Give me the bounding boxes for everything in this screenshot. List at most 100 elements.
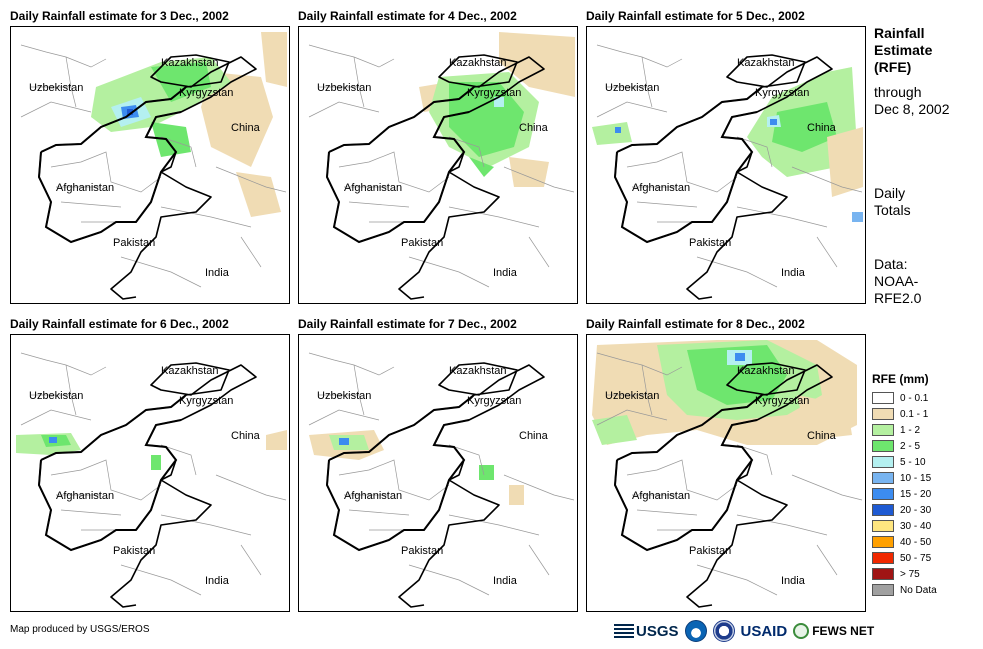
map-label-afghanistan: Afghanistan: [632, 490, 691, 502]
map-label-kyrgyzstan: Kyrgyzstan: [755, 87, 810, 99]
map-label-china: China: [807, 122, 836, 134]
rain-area: [449, 82, 524, 157]
map-frame: Kazakhstan Uzbekistan Kyrgyzstan China Afgha…: [586, 334, 866, 612]
side-title-line: Rainfall: [874, 25, 925, 41]
map-label-pakistan: Pakistan: [401, 545, 444, 557]
rain-area: [494, 97, 504, 107]
afghanistan-border: [613, 86, 763, 244]
map-credit: Map produced by USGS/EROS: [10, 624, 150, 635]
legend-swatch: [872, 392, 894, 404]
map-label-china: China: [519, 430, 548, 442]
map-label-kazakhstan: Kazakhstan: [737, 57, 795, 69]
district-lines: [626, 136, 773, 223]
legend-item: No Data: [872, 582, 937, 598]
rain-area: [339, 438, 349, 445]
rain-area: [772, 102, 837, 152]
legend-swatch: [872, 584, 894, 596]
panel-title: Daily Rainfall estimate for 6 Dec., 2002: [10, 317, 229, 331]
rain-area: [151, 62, 211, 102]
map-label-uzbekistan: Uzbekistan: [605, 82, 660, 94]
afghanistan-border: [325, 394, 475, 552]
legend-item: 15 - 20: [872, 486, 937, 502]
province-lines: [596, 352, 863, 596]
rain-area: [201, 72, 273, 167]
legend-item: 50 - 75: [872, 550, 937, 566]
province-lines: [20, 352, 287, 596]
usgs-logo: USGS: [614, 623, 679, 640]
map-label-uzbekistan: Uzbekistan: [317, 82, 372, 94]
map-frame: Kazakhstan Uzbekistan Kyrgyzstan China Afgha…: [10, 334, 290, 612]
legend-swatch: [872, 440, 894, 452]
rain-area: [261, 32, 287, 87]
legend-label: 2 - 5: [900, 440, 921, 452]
legend-swatch: [872, 520, 894, 532]
legend-item: 1 - 2: [872, 422, 937, 438]
rain-area: [151, 122, 191, 157]
map-label-kazakhstan: Kazakhstan: [737, 365, 795, 377]
rainfall-map: [16, 352, 287, 608]
legend-item: 30 - 40: [872, 518, 937, 534]
rain-area: [735, 353, 745, 361]
legend-label: 15 - 20: [900, 488, 932, 500]
legend-label: 20 - 30: [900, 504, 932, 516]
map-label-pakistan: Pakistan: [689, 545, 732, 557]
panel-title: Daily Rainfall estimate for 4 Dec., 2002: [298, 9, 517, 23]
map-label-india: India: [205, 267, 229, 279]
legend-item: 40 - 50: [872, 534, 937, 550]
map-label-uzbekistan: Uzbekistan: [605, 390, 660, 402]
afghanistan-border: [325, 86, 475, 244]
rainfall-map: [592, 44, 863, 300]
legend-item: 0.1 - 1: [872, 406, 937, 422]
side-source-2: RFE2.0: [874, 290, 922, 306]
side-title: Rainfall Estimate (RFE): [874, 25, 932, 76]
rfe-legend: RFE (mm) 0 - 0.1 0.1 - 1 1 - 2 2 - 5 5 - 10 1…: [872, 372, 937, 598]
map-label-afghanistan: Afghanistan: [56, 182, 115, 194]
map-label-pakistan: Pakistan: [689, 237, 732, 249]
legend-swatch: [872, 536, 894, 548]
panel-title: Daily Rainfall estimate for 8 Dec., 2002: [586, 317, 805, 331]
fews-net-logo: FEWS NET: [793, 623, 874, 639]
map-label-india: India: [205, 575, 229, 587]
rain-area: [827, 127, 863, 197]
legend-label: 40 - 50: [900, 536, 932, 548]
legend-label: No Data: [900, 584, 937, 596]
legend-label: 1 - 2: [900, 424, 921, 436]
legend-swatch: [872, 472, 894, 484]
rain-area: [509, 157, 549, 187]
legend-swatch: [872, 552, 894, 564]
district-lines: [338, 444, 485, 531]
map-label-india: India: [781, 267, 805, 279]
map-label-uzbekistan: Uzbekistan: [29, 390, 84, 402]
side-through: through: [874, 84, 922, 100]
rainfall-map: [308, 352, 575, 608]
map-label-kyrgyzstan: Kyrgyzstan: [467, 395, 522, 407]
legend-item: 20 - 30: [872, 502, 937, 518]
map-label-pakistan: Pakistan: [113, 237, 156, 249]
map-label-afghanistan: Afghanistan: [344, 490, 403, 502]
afghanistan-border: [37, 394, 187, 552]
map-label-kyrgyzstan: Kyrgyzstan: [755, 395, 810, 407]
rain-area: [509, 485, 524, 505]
rain-area: [49, 437, 57, 443]
map-label-afghanistan: Afghanistan: [632, 182, 691, 194]
noaa-logo-icon: [684, 620, 707, 642]
map-label-india: India: [493, 267, 517, 279]
map-label-afghanistan: Afghanistan: [344, 182, 403, 194]
legend-swatch: [872, 424, 894, 436]
usaid-logo: USAID: [740, 622, 788, 640]
rainfall-map: [592, 340, 863, 608]
logo-strip: USGS USAID FEWS NET: [614, 618, 874, 644]
side-title-line: Estimate: [874, 42, 933, 58]
legend-swatch: [872, 504, 894, 516]
map-label-kazakhstan: Kazakhstan: [449, 57, 507, 69]
map-label-pakistan: Pakistan: [401, 237, 444, 249]
province-lines: [20, 44, 287, 288]
legend-title: RFE (mm): [872, 372, 929, 386]
legend-label: 30 - 40: [900, 520, 932, 532]
rain-area: [469, 157, 494, 177]
map-label-kyrgyzstan: Kyrgyzstan: [179, 87, 234, 99]
side-daily: Daily: [874, 185, 906, 201]
legend-swatch: [872, 456, 894, 468]
rain-area: [592, 415, 637, 445]
fews-net-logo-text: FEWS NET: [812, 624, 875, 638]
